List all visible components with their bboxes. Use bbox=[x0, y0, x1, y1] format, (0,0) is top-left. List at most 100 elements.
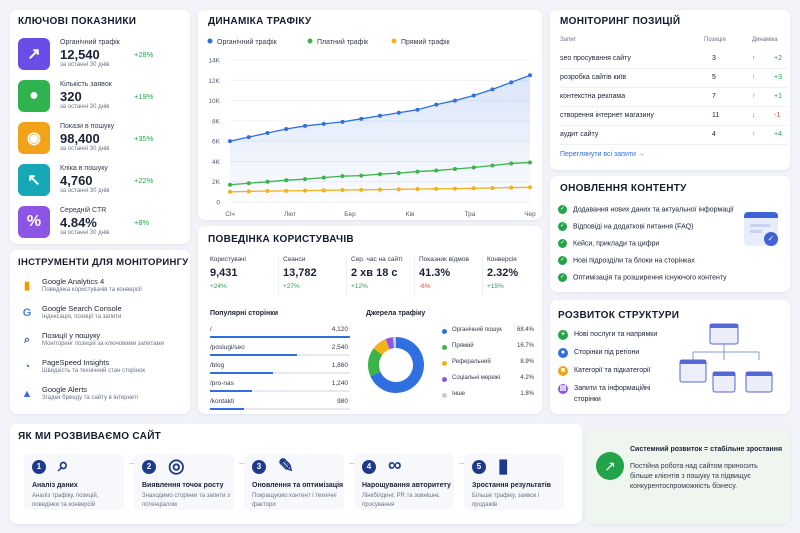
data-point bbox=[434, 168, 439, 173]
source-value: 1.8% bbox=[520, 391, 534, 397]
tool-name: Google Alerts bbox=[42, 385, 88, 394]
popular-pages-title: Популярні сторінки bbox=[210, 310, 279, 317]
positions-card: МОНІТОРИНГ ПОЗИЦІЙ Запит Позиція Динамік… bbox=[550, 10, 790, 170]
folder-icon: ■ bbox=[558, 366, 568, 376]
behavior-card: ПОВЕДІНКА КОРИСТУВАЧІВ Користувачі 9,431 +… bbox=[198, 226, 542, 414]
view-all-queries-link[interactable]: Переглянути всі запити → bbox=[560, 151, 645, 158]
data-point bbox=[528, 73, 532, 78]
content-item-text: Додавання нових даних та актуальної інфо… bbox=[573, 206, 734, 214]
data-point bbox=[284, 126, 289, 131]
structure-item: ▤ Запити та інформаційні сторінки bbox=[558, 384, 678, 403]
page-bar bbox=[210, 408, 244, 410]
structure-card: РОЗВИТОК СТРУКТУРИ + Нові послуги та напр… bbox=[550, 300, 790, 414]
stat-change: +12% bbox=[351, 283, 368, 290]
position-row[interactable]: seo просування сайту 3 ↑ +2 bbox=[560, 51, 788, 69]
position-value: 5 bbox=[712, 74, 716, 81]
y-tick-label: 0 bbox=[216, 200, 220, 207]
kpi-change: +8% bbox=[134, 218, 150, 227]
data-point bbox=[321, 188, 326, 193]
kpi-label: Покази в пошуку bbox=[60, 123, 115, 130]
kpi-label: Середній CTR bbox=[60, 207, 107, 214]
page-bar bbox=[210, 354, 297, 356]
user-icon: ● bbox=[18, 80, 50, 112]
position-row[interactable]: контекстна реклама 7 ↑ +1 bbox=[560, 89, 788, 107]
page-row[interactable]: /poslugi/seo 2,540 bbox=[210, 344, 350, 360]
eye-icon: ◉ bbox=[18, 122, 50, 154]
page-row[interactable]: /pro-nas 1,240 bbox=[210, 380, 350, 396]
kpi-period: за останні 30 днів bbox=[60, 62, 110, 68]
traffic-chart: Органічний трафік Платний трафік Прямий тр… bbox=[207, 38, 536, 218]
process-step: 1 ⌕ Аналіз даних Аналіз трафіку, позицій, п… bbox=[24, 454, 124, 510]
data-point bbox=[509, 161, 514, 166]
position-row[interactable]: створення інтернет магазину 11 ↓ -1 bbox=[560, 108, 788, 126]
step-number: 4 bbox=[362, 460, 376, 474]
process-card: ЯК МИ РОЗВИВАЄМО САЙТ 1 ⌕ Аналіз даних Анал… bbox=[10, 424, 582, 524]
step-number: 1 bbox=[32, 460, 46, 474]
kpi-item[interactable]: ◉ Покази в пошуку 98,400 за останні 30 днів… bbox=[18, 122, 190, 158]
tool-item[interactable]: ⌕ Позиції у пошуку Моніторинг позицій за к… bbox=[18, 331, 193, 353]
data-point bbox=[340, 119, 345, 124]
kpi-item[interactable]: ↗ Органічний трафік 12,540 за останні 30 дн… bbox=[18, 38, 190, 74]
data-point bbox=[434, 102, 439, 107]
structure-item: + Нові послуги та напрямки bbox=[558, 330, 678, 346]
content-item: ✓ Нові підрозділи та блоки на сторінках bbox=[558, 256, 695, 265]
source-name: Прямий bbox=[452, 343, 474, 349]
y-tick-label: 12K bbox=[208, 78, 220, 85]
data-point bbox=[378, 172, 382, 177]
behavior-stat: Сеанси 13,782 +27% bbox=[278, 256, 342, 296]
position-change: +1 bbox=[774, 93, 782, 100]
kpi-item[interactable]: ● Кількість заявок 320 за останні 30 днів +1… bbox=[18, 80, 190, 116]
sitemap-tree-icon bbox=[679, 323, 773, 393]
stat-change: +15% bbox=[487, 283, 504, 290]
bell-icon: ▲ bbox=[21, 388, 33, 400]
kpi-item[interactable]: % Середній CTR 4.84% за останні 30 днів +8% bbox=[18, 206, 190, 242]
kpi-period: за останні 30 днів bbox=[60, 230, 110, 236]
tool-desc: Індексація, позиції та запити bbox=[42, 314, 122, 320]
source-value: 68.4% bbox=[516, 327, 534, 333]
legend-dot bbox=[391, 38, 397, 44]
plus-circle-icon: + bbox=[558, 330, 568, 340]
step-title: Нарощування авторитету bbox=[362, 482, 451, 489]
positions-title: МОНІТОРИНГ ПОЗИЦІЙ bbox=[560, 16, 681, 27]
data-point bbox=[415, 187, 420, 192]
x-tick-label: Кві bbox=[406, 210, 415, 218]
data-point bbox=[303, 188, 307, 193]
location-icon: ● bbox=[558, 348, 568, 358]
arrow-up-icon: ↑ bbox=[752, 55, 756, 62]
kpi-period: за останні 30 днів bbox=[60, 188, 110, 194]
tool-item[interactable]: ▮ Google Analytics 4 Поведінка користувачі… bbox=[18, 277, 193, 299]
check-icon: ✓ bbox=[558, 239, 567, 248]
arrow-up-icon: ↑ bbox=[752, 93, 756, 100]
process-step: 2 ◎ Виявлення точок росту Знаходимо сторінк… bbox=[134, 454, 234, 510]
kpi-change: +28% bbox=[134, 50, 154, 59]
source-name: Органічний пошук bbox=[452, 327, 502, 333]
tool-item[interactable]: ▲ Google Alerts Згадки бренду та сайту в і… bbox=[18, 385, 193, 407]
tool-item[interactable]: ◔ PageSpeed Insights Швидкість та технічни… bbox=[18, 358, 193, 380]
document-icon: ▤ bbox=[558, 384, 568, 394]
source-row: Соціальні мережі 4.2% bbox=[442, 375, 534, 387]
organic-area bbox=[230, 75, 530, 202]
legend-dot bbox=[442, 329, 447, 334]
data-point bbox=[378, 187, 382, 192]
kpi-value: 98,400 bbox=[60, 131, 100, 146]
data-point bbox=[321, 175, 326, 180]
data-point bbox=[340, 188, 345, 193]
arrow-right-icon: → bbox=[127, 456, 138, 468]
page-row[interactable]: /kontakti 980 bbox=[210, 398, 350, 414]
stat-label: Показник відмов bbox=[419, 256, 469, 263]
position-row[interactable]: аудит сайту 4 ↑ +4 bbox=[560, 127, 788, 145]
tool-desc: Швидкість та технічний стан сторінок bbox=[42, 368, 146, 374]
tool-item[interactable]: G Google Search Console Індексація, позиці… bbox=[18, 304, 193, 326]
data-point bbox=[471, 165, 476, 170]
x-tick-label: Січ bbox=[225, 210, 235, 218]
page-row[interactable]: /blog 1,860 bbox=[210, 362, 350, 378]
step-desc: Більше трафіку, заявок і продажів bbox=[472, 493, 540, 508]
source-value: 16.7% bbox=[516, 343, 534, 349]
data-point bbox=[303, 177, 307, 182]
page-value: 2,540 bbox=[331, 344, 348, 351]
donut-slice bbox=[392, 337, 396, 349]
kpi-item[interactable]: ↖ Кліка в пошуку 4,760 за останні 30 днів +2… bbox=[18, 164, 190, 200]
position-row[interactable]: розробка сайтів київ 5 ↑ +3 bbox=[560, 70, 788, 88]
page-row[interactable]: / 4,120 bbox=[210, 326, 350, 342]
page-bar-track bbox=[210, 372, 350, 374]
